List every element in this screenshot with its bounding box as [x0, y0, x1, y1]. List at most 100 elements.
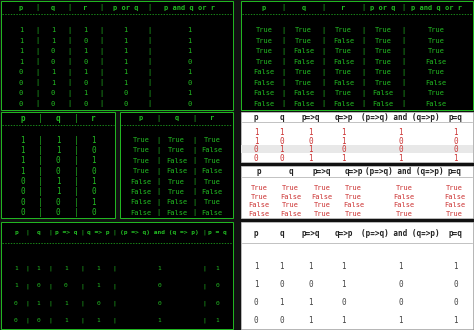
- Text: p: p: [14, 230, 18, 235]
- Text: 1: 1: [123, 27, 128, 33]
- Text: 1: 1: [398, 262, 403, 271]
- Text: |: |: [38, 136, 43, 145]
- Text: |: |: [282, 4, 286, 12]
- Text: |: |: [361, 100, 365, 107]
- Text: |: |: [361, 69, 365, 76]
- Text: True: True: [255, 59, 273, 65]
- Text: 0: 0: [279, 137, 284, 146]
- Text: p or q: p or q: [370, 5, 396, 11]
- Text: 1: 1: [157, 318, 161, 323]
- Text: |: |: [202, 300, 206, 306]
- Text: |: |: [38, 114, 43, 123]
- Text: (p=>q) and (q=>p): (p=>q) and (q=>p): [365, 167, 443, 176]
- FancyBboxPatch shape: [1, 1, 233, 110]
- Text: |: |: [147, 26, 152, 34]
- Text: p=>q: p=>q: [313, 167, 331, 176]
- Text: 0: 0: [279, 153, 284, 162]
- Text: |: |: [401, 90, 405, 97]
- Text: |: |: [80, 318, 84, 323]
- Text: 0: 0: [254, 316, 258, 325]
- Text: 1: 1: [18, 38, 23, 44]
- Text: |: |: [73, 146, 78, 155]
- Text: True: True: [374, 48, 392, 54]
- Text: |: |: [147, 48, 152, 54]
- Text: 0: 0: [91, 167, 96, 176]
- Text: 0: 0: [309, 280, 313, 289]
- Text: False: False: [280, 211, 301, 217]
- Text: 1: 1: [18, 59, 23, 65]
- Text: 0: 0: [398, 298, 403, 307]
- Text: 0: 0: [36, 318, 40, 323]
- Text: True: True: [295, 80, 312, 86]
- Text: True: True: [446, 185, 463, 191]
- Text: False: False: [426, 59, 447, 65]
- Text: 0: 0: [254, 298, 258, 307]
- Text: 1: 1: [91, 198, 96, 207]
- Text: False: False: [130, 179, 152, 184]
- Text: True: True: [282, 185, 299, 191]
- Text: q: q: [279, 113, 284, 122]
- Text: 1: 1: [279, 145, 284, 154]
- Text: |: |: [26, 230, 29, 235]
- Text: |: |: [192, 168, 196, 175]
- Text: 1: 1: [123, 38, 128, 44]
- Text: |: |: [192, 157, 196, 164]
- Text: |: |: [321, 4, 326, 12]
- FancyBboxPatch shape: [241, 1, 473, 110]
- Text: 1: 1: [56, 177, 60, 186]
- Text: |: |: [38, 177, 43, 186]
- Text: |: |: [157, 147, 161, 154]
- Text: 1: 1: [188, 69, 192, 75]
- Text: True: True: [374, 80, 392, 86]
- Text: 1: 1: [398, 316, 403, 325]
- Text: 1: 1: [51, 80, 55, 86]
- Text: 0: 0: [91, 187, 96, 196]
- Text: |: |: [80, 300, 84, 306]
- Text: 1: 1: [453, 262, 458, 271]
- Text: 1: 1: [342, 153, 346, 162]
- Text: |: |: [26, 283, 29, 289]
- Text: 0: 0: [96, 301, 100, 306]
- Text: False: False: [201, 148, 223, 153]
- Text: True: True: [345, 194, 362, 200]
- Text: True: True: [374, 59, 392, 65]
- Text: |: |: [35, 37, 39, 44]
- Text: r: r: [91, 114, 96, 123]
- Text: False: False: [166, 168, 187, 174]
- Text: 1: 1: [342, 137, 346, 146]
- Text: False: False: [333, 38, 354, 44]
- Text: 1: 1: [342, 280, 346, 289]
- Text: p=q: p=q: [447, 167, 461, 176]
- Text: |: |: [73, 177, 78, 186]
- Text: 0: 0: [36, 283, 40, 288]
- Text: |: |: [321, 37, 326, 44]
- Text: |: |: [99, 48, 103, 54]
- Text: 1: 1: [453, 128, 458, 137]
- Text: |: |: [192, 178, 196, 185]
- Text: 1: 1: [51, 69, 55, 75]
- Text: |: |: [282, 79, 286, 86]
- Text: 0: 0: [453, 137, 458, 146]
- Text: 1: 1: [83, 27, 87, 33]
- Text: |: |: [147, 90, 152, 97]
- Text: 1: 1: [188, 48, 192, 54]
- Text: False: False: [253, 80, 274, 86]
- Text: 0: 0: [188, 80, 192, 86]
- Text: 1: 1: [83, 48, 87, 54]
- Text: 0: 0: [91, 208, 96, 217]
- Text: |: |: [112, 230, 116, 235]
- Text: 0: 0: [254, 153, 258, 162]
- Text: False: False: [311, 194, 333, 200]
- Text: 1: 1: [20, 156, 25, 165]
- Text: 0: 0: [20, 177, 25, 186]
- Text: q: q: [279, 229, 284, 238]
- Text: False: False: [343, 202, 364, 208]
- Text: p: p: [18, 5, 23, 11]
- Text: |: |: [73, 187, 78, 196]
- Text: |: |: [202, 230, 206, 235]
- Text: 1: 1: [91, 156, 96, 165]
- Text: |: |: [361, 79, 365, 86]
- Text: 1: 1: [123, 69, 128, 75]
- Text: q=>p: q=>p: [335, 113, 353, 122]
- Text: |: |: [192, 199, 196, 206]
